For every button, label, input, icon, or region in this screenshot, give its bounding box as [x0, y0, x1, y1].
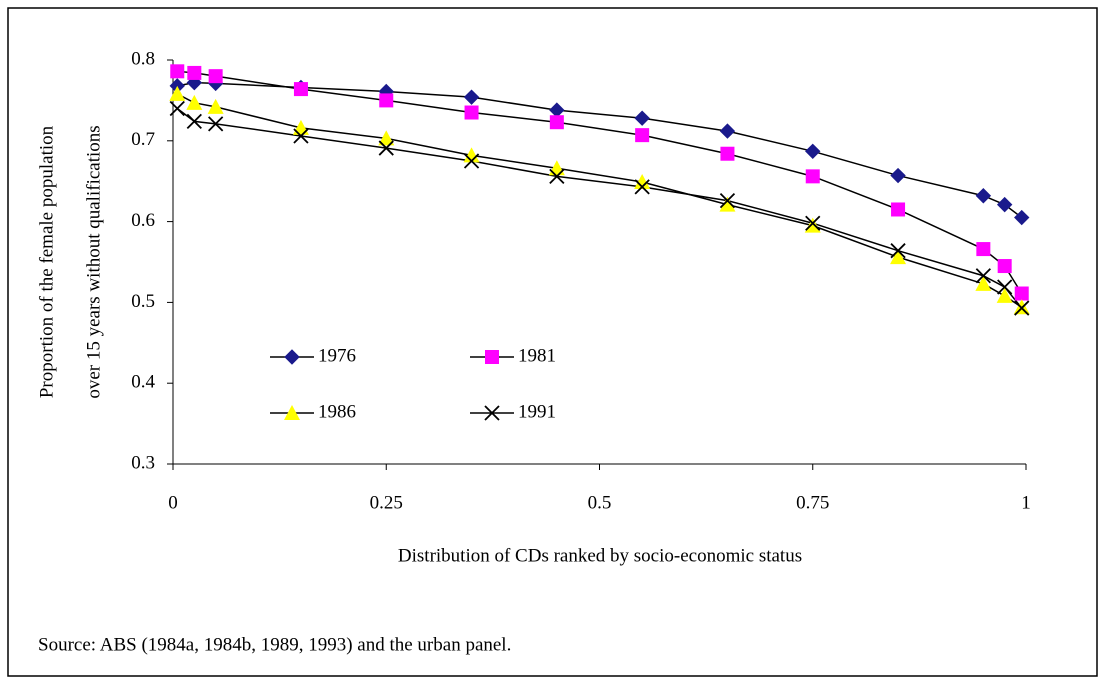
legend-marker [284, 349, 300, 365]
marker [720, 146, 735, 161]
legend-marker [485, 350, 499, 364]
marker [975, 188, 992, 204]
marker [719, 196, 736, 212]
marker [976, 242, 991, 257]
legend-label: 1986 [318, 401, 356, 422]
y-tick-label: 0.6 [131, 210, 155, 231]
series-line [176, 107, 1023, 309]
x-tick-label: 1 [1021, 492, 1031, 513]
marker [805, 143, 821, 160]
marker [1014, 286, 1029, 301]
marker [463, 147, 480, 163]
marker [208, 116, 224, 132]
marker [635, 128, 650, 143]
marker [891, 202, 906, 217]
marker [378, 140, 394, 156]
marker [805, 169, 820, 184]
marker [890, 243, 906, 259]
marker [719, 123, 736, 139]
x-tick-label: 0.5 [588, 492, 612, 513]
marker [634, 174, 651, 190]
legend-label: 1981 [518, 345, 556, 366]
marker [975, 275, 992, 291]
marker [463, 153, 480, 169]
y-axis-label-line: over 15 years without qualifications [83, 125, 104, 398]
marker [208, 69, 223, 84]
y-tick-label: 0.8 [131, 48, 155, 69]
y-tick-label: 0.7 [131, 129, 155, 150]
marker [1013, 299, 1030, 315]
marker [996, 287, 1013, 303]
frame [7, 7, 1098, 677]
marker [634, 110, 650, 126]
marker [378, 130, 395, 146]
series-line [177, 81, 1023, 219]
marker [804, 217, 821, 233]
x-axis-label: Distribution of CDs ranked by socio-econ… [398, 545, 802, 566]
marker [379, 93, 394, 108]
marker [996, 196, 1013, 213]
marker [997, 259, 1012, 274]
marker [1014, 209, 1030, 226]
marker [549, 115, 564, 130]
marker [890, 167, 906, 184]
marker [464, 105, 479, 120]
y-tick-label: 0.4 [131, 372, 155, 393]
marker [975, 268, 991, 284]
marker [1014, 300, 1030, 316]
marker [207, 98, 224, 114]
marker [805, 215, 821, 231]
x-tick-label: 0.25 [370, 492, 403, 513]
series-line [177, 70, 1023, 294]
legend-marker [484, 405, 500, 421]
marker [634, 179, 650, 195]
marker [719, 192, 736, 209]
marker [170, 64, 185, 79]
y-tick-label: 0.3 [131, 452, 155, 473]
marker [293, 82, 308, 97]
marker [997, 279, 1013, 295]
marker [463, 89, 480, 105]
legend-label: 1991 [518, 401, 556, 422]
legend-label: 1976 [318, 345, 356, 366]
marker [187, 65, 202, 80]
marker [549, 102, 565, 118]
marker [549, 168, 565, 184]
marker [186, 113, 202, 130]
y-tick-label: 0.5 [131, 291, 155, 312]
series-line [176, 93, 1023, 308]
marker [169, 100, 185, 117]
x-tick-label: 0.75 [796, 492, 829, 513]
source-note: Source: ABS (1984a, 1984b, 1989, 1993) a… [38, 634, 511, 655]
marker [890, 249, 907, 265]
marker [292, 119, 309, 135]
x-tick-label: 0 [168, 492, 178, 513]
marker [186, 94, 203, 110]
y-axis-label: Proportion of the female population over… [36, 125, 104, 398]
legend-marker [284, 405, 300, 420]
marker [169, 85, 186, 101]
y-axis-label-line: Proportion of the female population [36, 125, 57, 398]
marker [293, 128, 309, 144]
